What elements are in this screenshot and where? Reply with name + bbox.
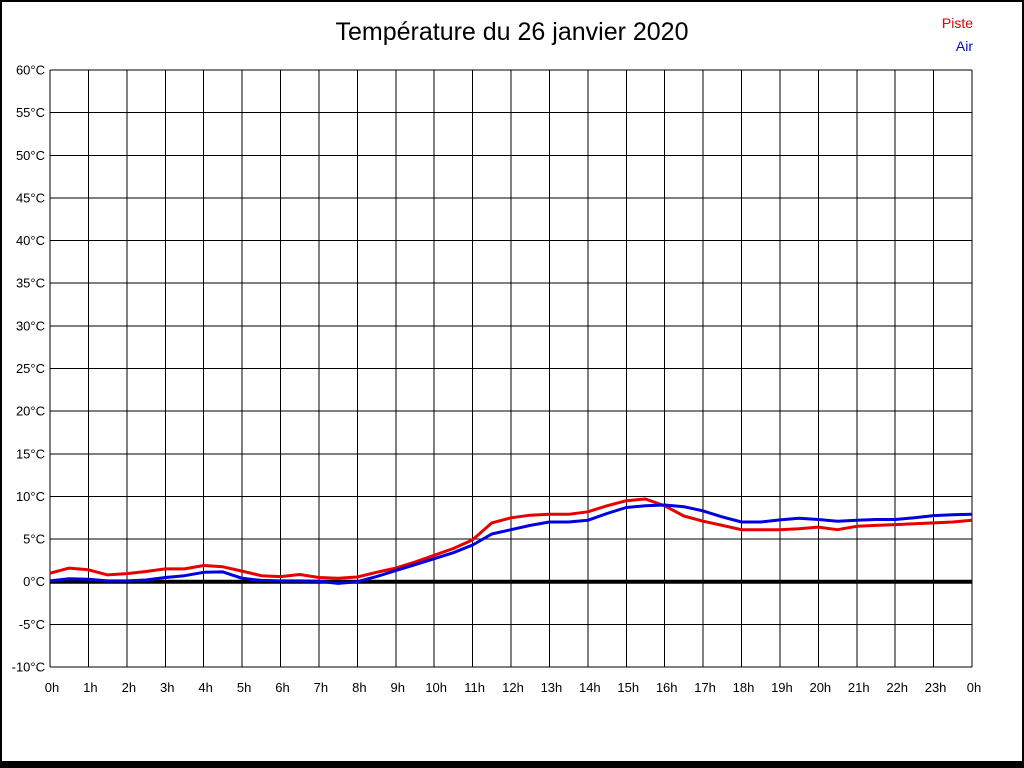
x-tick-label: 8h <box>352 680 366 695</box>
grid <box>49 69 973 668</box>
legend-item-air: Air <box>955 38 973 54</box>
x-tick-label: 23h <box>925 680 947 695</box>
x-tick-label: 6h <box>275 680 289 695</box>
x-tick-label: 1h <box>83 680 97 695</box>
x-tick-label: 0h <box>967 680 981 695</box>
x-tick-label: 11h <box>464 680 485 695</box>
y-tick-label: 60°C <box>16 63 45 78</box>
y-tick-label: 15°C <box>16 446 45 461</box>
x-tick-label: 4h <box>198 680 212 695</box>
legend-item-piste: Piste <box>941 15 973 31</box>
y-tick-label: 40°C <box>16 233 45 248</box>
x-tick-label: 7h <box>314 680 328 695</box>
x-tick-label: 17h <box>694 680 716 695</box>
y-tick-label: -5°C <box>19 617 45 632</box>
y-tick-label: 50°C <box>16 148 45 163</box>
x-tick-label: 10h <box>425 680 447 695</box>
x-tick-label: 21h <box>848 680 870 695</box>
x-axis-labels: 0h 1h 2h 3h 4h 5h 6h 7h 8h 9h 10h 11h 12h 13h 14h 15h 16… <box>45 680 981 695</box>
chart-title: Température du 26 janvier 2020 <box>335 18 689 46</box>
x-tick-label: 12h <box>502 680 524 695</box>
y-tick-label: 20°C <box>16 404 45 419</box>
x-tick-label: 9h <box>391 680 405 695</box>
y-tick-label: 10°C <box>16 489 45 504</box>
x-tick-label: 0h <box>45 680 59 695</box>
y-tick-label: 0°C <box>23 574 45 589</box>
x-tick-label: 2h <box>122 680 136 695</box>
x-tick-label: 22h <box>886 680 908 695</box>
x-tick-label: 14h <box>579 680 601 695</box>
x-tick-label: 20h <box>809 680 831 695</box>
x-tick-label: 15h <box>617 680 639 695</box>
x-tick-label: 19h <box>771 680 793 695</box>
y-tick-label: 5°C <box>23 532 45 547</box>
y-tick-label: -10°C <box>12 660 45 675</box>
y-axis-labels: 60°C 55°C 50°C 45°C 40°C 35°C 30°C 25°C 20°C 15°C… <box>12 63 45 675</box>
x-tick-label: 16h <box>656 680 678 695</box>
y-tick-label: 30°C <box>16 318 45 333</box>
y-tick-label: 35°C <box>16 276 45 291</box>
legend: Piste Air <box>942 12 973 58</box>
x-tick-label: 5h <box>237 680 251 695</box>
y-tick-label: 45°C <box>16 190 45 205</box>
x-tick-label: 18h <box>733 680 755 695</box>
x-tick-label: 3h <box>160 680 174 695</box>
x-tick-label: 13h <box>541 680 563 695</box>
series-line-air <box>49 503 973 585</box>
series-line-piste <box>49 497 973 580</box>
y-tick-label: 25°C <box>16 361 45 376</box>
y-tick-label: 55°C <box>16 105 45 120</box>
